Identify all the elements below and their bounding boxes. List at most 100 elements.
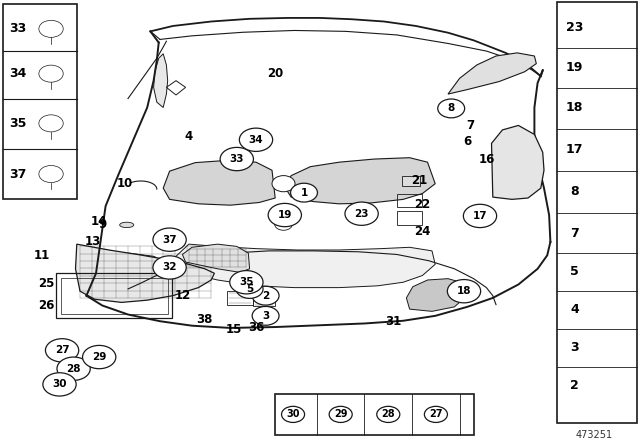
Text: 32: 32 <box>163 263 177 272</box>
FancyBboxPatch shape <box>275 394 474 435</box>
Polygon shape <box>163 160 275 205</box>
Text: 8: 8 <box>570 185 579 198</box>
Circle shape <box>438 99 465 118</box>
Text: 17: 17 <box>473 211 487 221</box>
Circle shape <box>43 373 76 396</box>
Text: 37: 37 <box>163 235 177 245</box>
Text: 13: 13 <box>84 235 101 249</box>
Circle shape <box>252 286 279 305</box>
Text: 2: 2 <box>262 291 269 301</box>
Circle shape <box>345 202 378 225</box>
Polygon shape <box>448 53 536 94</box>
FancyBboxPatch shape <box>557 2 637 423</box>
Circle shape <box>230 271 263 294</box>
Text: 18: 18 <box>566 101 583 114</box>
Text: 22: 22 <box>414 198 431 211</box>
Text: 6: 6 <box>463 134 471 148</box>
Text: 11: 11 <box>33 249 50 262</box>
Text: 30: 30 <box>286 409 300 419</box>
Text: 12: 12 <box>174 289 191 302</box>
Text: 5: 5 <box>570 265 579 278</box>
Circle shape <box>236 280 263 298</box>
Text: 7: 7 <box>467 119 474 132</box>
Text: 27: 27 <box>429 409 443 419</box>
Text: 23: 23 <box>566 21 583 34</box>
Circle shape <box>268 203 301 227</box>
Text: 34: 34 <box>249 135 263 145</box>
Text: 17: 17 <box>566 143 583 156</box>
Circle shape <box>83 345 116 369</box>
Circle shape <box>239 128 273 151</box>
FancyBboxPatch shape <box>3 4 77 199</box>
Bar <box>61 278 168 314</box>
Text: 7: 7 <box>570 227 579 241</box>
Bar <box>402 176 420 186</box>
Circle shape <box>377 406 400 422</box>
Text: 25: 25 <box>38 276 54 290</box>
Bar <box>253 295 275 306</box>
Circle shape <box>282 406 305 422</box>
Polygon shape <box>154 54 168 108</box>
Polygon shape <box>76 244 214 302</box>
Text: 4: 4 <box>185 130 193 143</box>
Text: 5: 5 <box>246 284 253 294</box>
Polygon shape <box>492 125 544 199</box>
Text: 36: 36 <box>248 321 264 335</box>
Bar <box>274 211 288 220</box>
Text: 28: 28 <box>67 364 81 374</box>
Text: 30: 30 <box>52 379 67 389</box>
Text: 21: 21 <box>411 173 428 187</box>
Text: 38: 38 <box>196 313 213 326</box>
Circle shape <box>153 256 186 279</box>
Text: 19: 19 <box>566 61 583 74</box>
Circle shape <box>329 406 352 422</box>
Text: 3: 3 <box>570 341 579 354</box>
Text: 29: 29 <box>92 352 106 362</box>
Text: 16: 16 <box>478 152 495 166</box>
Text: 33: 33 <box>230 154 244 164</box>
Ellipse shape <box>120 222 134 228</box>
Text: 24: 24 <box>414 225 431 238</box>
Text: 34: 34 <box>9 67 27 80</box>
Circle shape <box>220 147 253 171</box>
Circle shape <box>447 280 481 303</box>
Text: 3: 3 <box>262 311 269 321</box>
Circle shape <box>252 306 279 325</box>
Text: 15: 15 <box>225 323 242 336</box>
Text: 14: 14 <box>91 215 108 228</box>
Text: 33: 33 <box>10 22 26 35</box>
Text: 9: 9 <box>99 217 106 231</box>
Text: 23: 23 <box>355 209 369 219</box>
Circle shape <box>463 204 497 228</box>
Text: 4: 4 <box>570 303 579 316</box>
Text: 8: 8 <box>447 103 455 113</box>
Circle shape <box>291 183 317 202</box>
Circle shape <box>45 339 79 362</box>
Polygon shape <box>176 244 435 288</box>
Text: 473251: 473251 <box>575 430 612 440</box>
Text: 31: 31 <box>385 315 402 328</box>
Text: 26: 26 <box>38 299 54 312</box>
Text: 2: 2 <box>570 379 579 392</box>
Text: 1: 1 <box>300 188 308 198</box>
Polygon shape <box>285 158 435 204</box>
Bar <box>227 291 253 305</box>
Polygon shape <box>95 253 173 289</box>
Circle shape <box>57 357 90 380</box>
Circle shape <box>424 406 447 422</box>
Text: 35: 35 <box>9 117 27 130</box>
Text: 27: 27 <box>55 345 69 355</box>
Circle shape <box>153 228 186 251</box>
Bar <box>397 194 422 207</box>
Polygon shape <box>406 279 467 311</box>
Text: 18: 18 <box>457 286 471 296</box>
Circle shape <box>272 176 295 192</box>
Polygon shape <box>182 244 250 272</box>
Bar <box>56 273 172 318</box>
Text: 19: 19 <box>278 210 292 220</box>
Bar <box>397 211 422 225</box>
Text: 35: 35 <box>239 277 253 287</box>
Text: 37: 37 <box>9 168 27 181</box>
Text: 20: 20 <box>267 67 284 80</box>
Text: 28: 28 <box>381 409 395 419</box>
